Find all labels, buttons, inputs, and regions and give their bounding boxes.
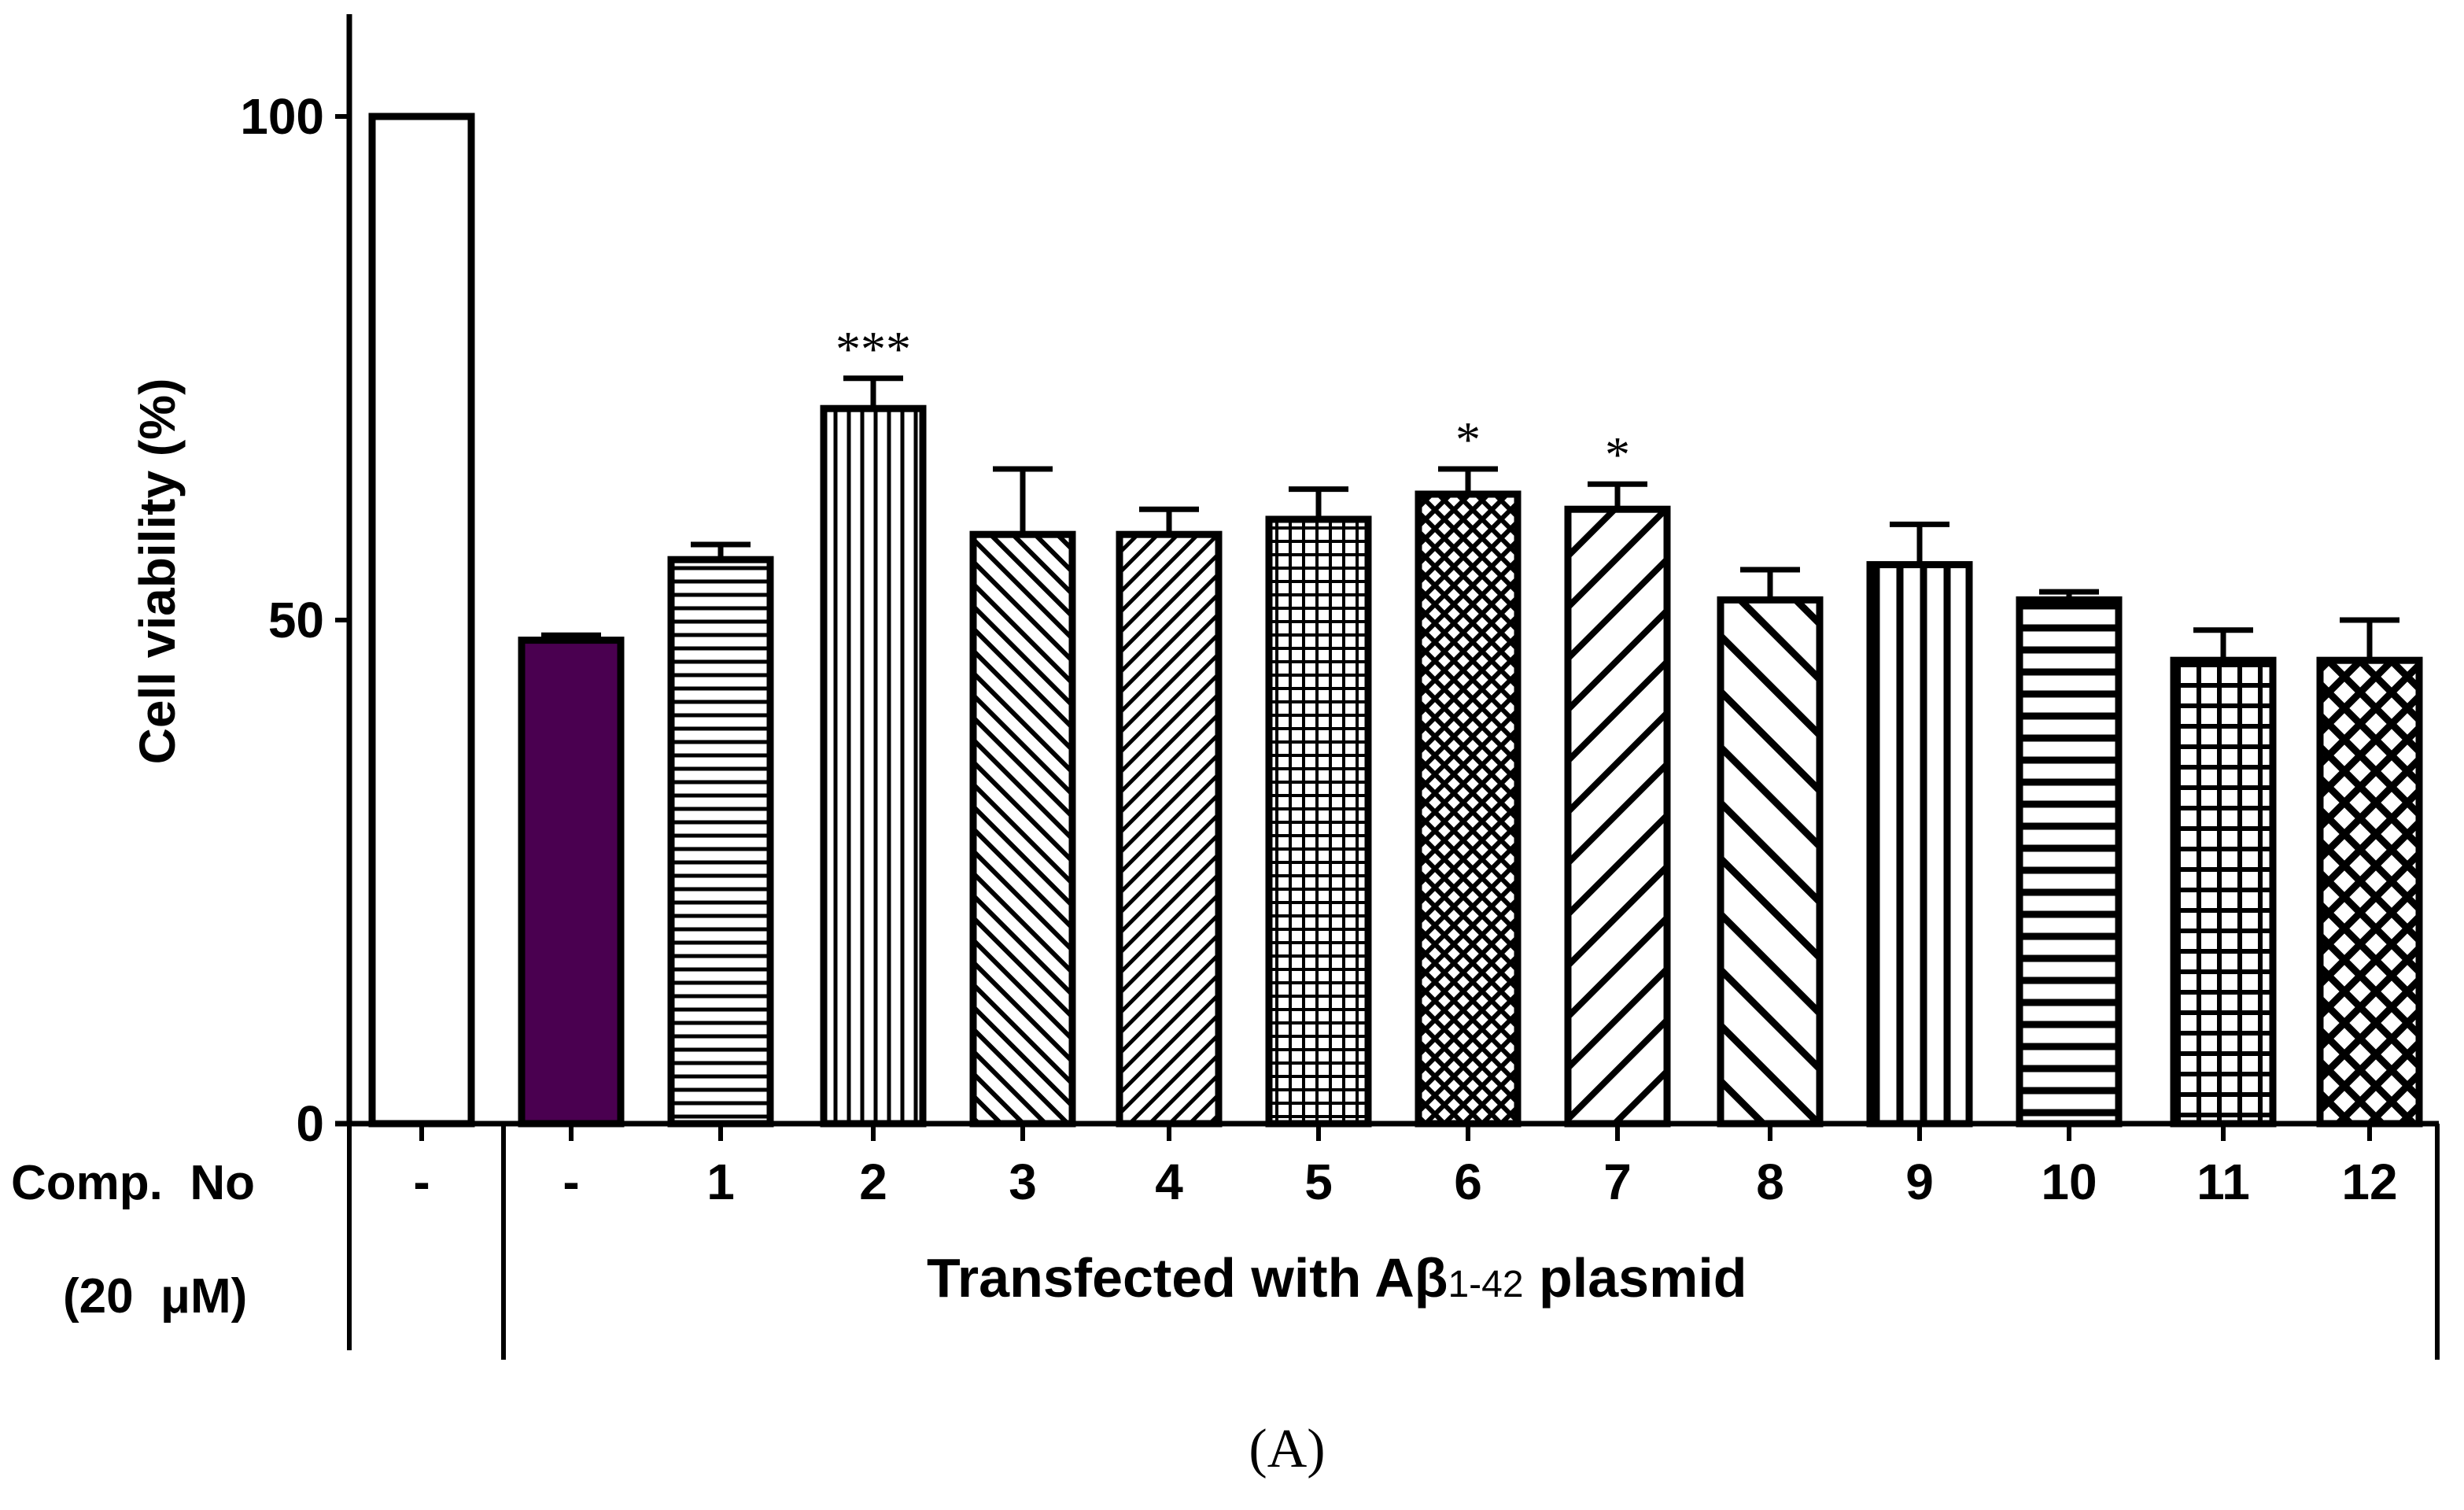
x-tick-label: 1	[706, 1154, 735, 1210]
x-tick-label: 3	[1009, 1154, 1037, 1210]
x-tick-label: 2	[859, 1154, 887, 1210]
x-tick-label: 6	[1454, 1154, 1482, 1210]
bar	[667, 556, 774, 1128]
bar	[2016, 596, 2123, 1128]
bar	[1265, 515, 1372, 1128]
x-tick-labels: - -1 2 3 4 5 6 7 8 9 10 11 12	[413, 1124, 2398, 1210]
bar	[820, 404, 927, 1128]
bar	[1866, 561, 1973, 1128]
significance-label: *	[1455, 412, 1481, 467]
bar	[368, 113, 475, 1128]
bar	[1564, 505, 1671, 1128]
y-ticks: 0 50 100	[240, 88, 349, 1152]
x-tick-label: 11	[2197, 1154, 2250, 1210]
group-label-main: Transfected with Aβ	[927, 1247, 1448, 1309]
bar	[2170, 656, 2277, 1128]
group-label: Transfected with Aβ1-42 plasmid	[927, 1247, 1747, 1309]
concentration-row-label: (20 μM)	[63, 1269, 247, 1324]
bar	[1116, 530, 1223, 1128]
x-tick-label: 7	[1603, 1154, 1632, 1210]
significance-label: ***	[835, 321, 911, 377]
group-label-subscript: 1-42	[1448, 1264, 1523, 1305]
x-tick-label: 4	[1155, 1154, 1183, 1210]
x-tick-label: 8	[1756, 1154, 1784, 1210]
x-tick-label: 12	[2341, 1154, 2397, 1210]
group-label-end: plasmid	[1524, 1247, 1747, 1309]
x-tick-label: 10	[2041, 1154, 2097, 1210]
significance-marks: **** *	[835, 321, 1630, 482]
y-tick-label: 50	[268, 592, 324, 648]
bar	[1415, 490, 1522, 1128]
x-tick-label: -	[563, 1154, 579, 1210]
x-tick-label: 5	[1304, 1154, 1333, 1210]
x-tick-label: 9	[1905, 1154, 1934, 1210]
x-tick-label: -	[413, 1154, 430, 1210]
y-tick-label: 0	[296, 1095, 324, 1152]
bar	[2316, 656, 2423, 1128]
bar	[1717, 596, 1824, 1128]
bars	[368, 113, 2423, 1128]
bar	[969, 530, 1076, 1128]
bar	[518, 637, 625, 1128]
y-tick-label: 100	[240, 88, 324, 145]
y-axis-title: Cell viability (%)	[129, 378, 186, 765]
panel-label: (A)	[1249, 1419, 1325, 1479]
comp-no-row-label: Comp. No	[11, 1156, 255, 1210]
error-bars	[541, 375, 2399, 661]
significance-label: *	[1605, 426, 1630, 482]
